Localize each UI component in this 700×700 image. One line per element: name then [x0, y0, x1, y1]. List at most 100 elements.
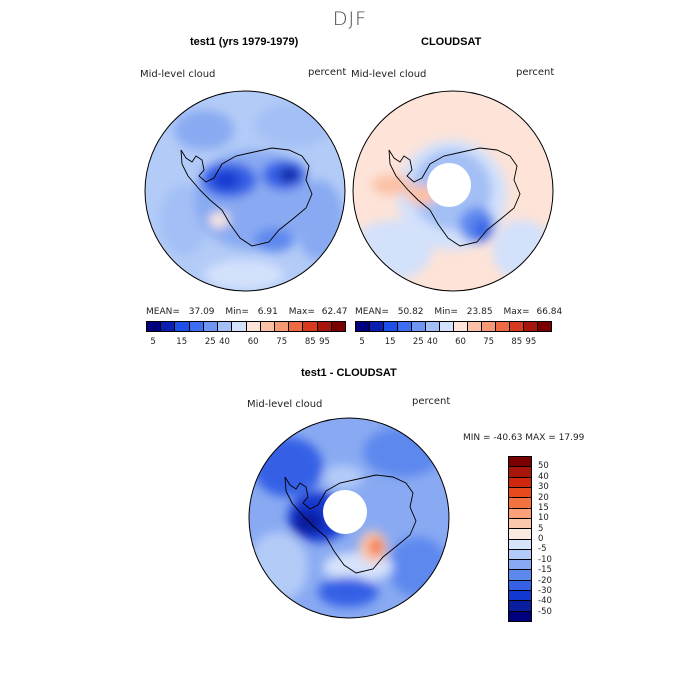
- test1-variable-label: Mid-level cloud: [140, 69, 216, 80]
- diff-colorbar-swatch: [509, 549, 531, 561]
- test1-colorbar-swatch: [260, 322, 275, 331]
- test1-colorbar-tick-label: 40: [219, 337, 230, 347]
- test1-max-label: Max=: [288, 307, 315, 317]
- cloudsat-coastline: [388, 147, 521, 247]
- cloudsat-colorbar-tick-label: 40: [426, 337, 438, 347]
- test1-coastline: [180, 147, 313, 247]
- test1-min-value: 6.91: [257, 307, 278, 317]
- test1-colorbar-tick-label: 95: [319, 337, 330, 347]
- test1-colorbar-swatch: [203, 322, 219, 331]
- cloudsat-colorbar-tick-label: 15: [384, 337, 396, 347]
- cloudsat-missing-data-hole: [427, 163, 471, 207]
- diff-colorbar-swatch: [509, 457, 531, 468]
- cloudsat-max-value: 66.84: [536, 307, 563, 317]
- cloudsat-colorbar-swatch: [454, 322, 468, 331]
- diff-colorbar-tick-label: -10: [538, 554, 552, 565]
- cloudsat-mean-value: 50.82: [397, 307, 424, 317]
- diff-colorbar-tick-label: 40: [538, 471, 549, 482]
- test1-colorbar-swatch: [331, 322, 346, 331]
- diff-colorbar-swatch: [509, 560, 531, 571]
- cloudsat-colorbar-swatch: [384, 322, 398, 331]
- test1-colorbar-tick-label: 85: [304, 337, 316, 347]
- test1-colorbar-swatch: [289, 322, 304, 331]
- diff-colorbar-tick-label: -20: [538, 575, 552, 586]
- diff-colorbar-swatch: [509, 601, 531, 612]
- cloudsat-variable-label: Mid-level cloud: [351, 69, 427, 80]
- test1-colorbar-swatch: [317, 322, 332, 331]
- test1-colorbar-swatch: [232, 322, 247, 331]
- test1-colorbar-tick-label: 15: [176, 337, 188, 347]
- cloudsat-colorbar-tick-label: 25: [412, 337, 424, 347]
- test1-colorbar-tick-label: 25: [204, 337, 216, 347]
- diff-colorbar-tick-label: 30: [538, 482, 549, 493]
- diff-colorbar-swatch: [509, 611, 531, 621]
- cloudsat-colorbar-ticks: 5 15 25 40 60 75 85 95: [355, 337, 552, 349]
- test1-map-border: [144, 90, 346, 292]
- cloudsat-colorbar-tick-label: 95: [525, 337, 537, 347]
- test1-colorbar-tick-label: 5: [150, 337, 156, 347]
- cloudsat-colorbar-tick-label: 60: [455, 337, 466, 347]
- diff-colorbar-swatch: [509, 518, 531, 530]
- diff-variable-label: Mid-level cloud: [247, 399, 323, 410]
- diff-polar-map: [248, 417, 450, 619]
- test1-stats: MEAN= 37.09 Min= 6.91 Max= 62.47: [146, 307, 348, 317]
- cloudsat-colorbar-swatch: [412, 322, 426, 331]
- cloudsat-mean-label: MEAN=: [355, 307, 389, 317]
- test1-colorbar-swatch: [246, 322, 261, 331]
- test1-colorbar-swatch: [274, 322, 290, 331]
- diff-colorbar-swatch: [509, 487, 531, 499]
- test1-colorbar-ticks: 5 15 25 40 60 75 85 95: [146, 337, 346, 349]
- cloudsat-min-value: 23.85: [466, 307, 493, 317]
- diff-colorbar-swatch: [509, 591, 531, 602]
- diff-minmax: MIN = -40.63 MAX = 17.99: [463, 433, 585, 443]
- cloudsat-polar-map: [352, 90, 554, 292]
- diff-colorbar-swatch: [509, 498, 531, 509]
- test1-max-value: 62.47: [321, 307, 348, 317]
- diff-colorbar-tick-label: 0: [538, 534, 544, 544]
- cloudsat-map-border: [352, 90, 554, 292]
- diff-colorbar-tick-label: -30: [538, 585, 552, 596]
- cloudsat-colorbar-tick-label: 75: [483, 337, 495, 347]
- cloudsat-colorbar-swatch: [482, 322, 496, 331]
- panel-title-test1: test1 (yrs 1979-1979): [190, 36, 299, 48]
- diff-units-label: percent: [412, 396, 451, 407]
- cloudsat-colorbar-swatch: [510, 322, 524, 331]
- cloudsat-colorbar: [355, 321, 552, 332]
- test1-colorbar-swatch: [189, 322, 204, 331]
- cloudsat-colorbar-swatch: [440, 322, 454, 331]
- diff-colorbar-swatch: [509, 477, 531, 488]
- diff-colorbar-tick-label: -5: [538, 544, 547, 555]
- diff-colorbar-swatch: [509, 508, 531, 519]
- diff-colorbar-tick-label: 5: [538, 523, 544, 534]
- diff-colorbar-swatch: [509, 529, 531, 540]
- cloudsat-colorbar-tick-label: 5: [359, 337, 365, 347]
- diff-missing-data-hole: [323, 490, 367, 534]
- cloudsat-colorbar-tick-label: 85: [511, 337, 523, 347]
- diff-colorbar-ticks: 50 40 30 20 15 10 5 0 -5 -10 -15 -20 -30 -40 -50: [538, 456, 568, 622]
- diff-colorbar: [508, 456, 532, 622]
- test1-colorbar-swatch: [175, 322, 190, 331]
- test1-colorbar-swatch: [161, 322, 176, 331]
- diff-colorbar-tick-label: -15: [538, 565, 552, 576]
- diff-colorbar-swatch: [509, 539, 531, 550]
- diff-colorbar-swatch: [509, 580, 531, 592]
- test1-colorbar-swatch: [303, 322, 318, 331]
- cloudsat-colorbar-swatch: [398, 322, 412, 331]
- test1-colorbar-tick-label: 75: [276, 337, 288, 347]
- diff-colorbar-tick-label: 10: [538, 513, 549, 524]
- cloudsat-min-label: Min=: [434, 307, 458, 317]
- test1-mean-label: MEAN=: [146, 307, 180, 317]
- test1-min-label: Min=: [225, 307, 249, 317]
- cloudsat-colorbar-swatch: [370, 322, 384, 331]
- test1-colorbar-tick-label: 60: [247, 337, 259, 347]
- diff-coastline: [284, 474, 417, 574]
- cloudsat-colorbar-swatch: [468, 322, 482, 331]
- cloudsat-colorbar-swatch: [426, 322, 440, 331]
- test1-colorbar-swatch: [147, 322, 162, 331]
- diff-colorbar-tick-label: 50: [538, 461, 549, 472]
- cloudsat-units-label: percent: [516, 67, 555, 78]
- cloudsat-colorbar-swatch: [538, 322, 551, 331]
- test1-colorbar-swatch: [218, 322, 233, 331]
- diff-colorbar-swatch: [509, 467, 531, 478]
- cloudsat-colorbar-swatch: [496, 322, 510, 331]
